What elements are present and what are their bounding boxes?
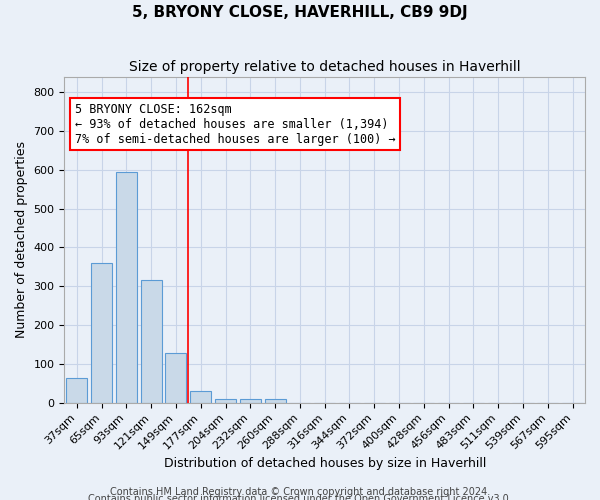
Bar <box>91 263 112 402</box>
Text: 5, BRYONY CLOSE, HAVERHILL, CB9 9DJ: 5, BRYONY CLOSE, HAVERHILL, CB9 9DJ <box>132 5 468 20</box>
Bar <box>190 391 211 402</box>
Bar <box>140 280 162 402</box>
Y-axis label: Number of detached properties: Number of detached properties <box>15 141 28 338</box>
Bar <box>166 353 187 403</box>
Text: 5 BRYONY CLOSE: 162sqm
← 93% of detached houses are smaller (1,394)
7% of semi-d: 5 BRYONY CLOSE: 162sqm ← 93% of detached… <box>75 102 395 146</box>
Bar <box>240 399 261 402</box>
Bar <box>265 399 286 402</box>
Text: Contains HM Land Registry data © Crown copyright and database right 2024.: Contains HM Land Registry data © Crown c… <box>110 487 490 497</box>
X-axis label: Distribution of detached houses by size in Haverhill: Distribution of detached houses by size … <box>164 457 486 470</box>
Bar <box>116 172 137 402</box>
Bar <box>66 378 88 402</box>
Text: Contains public sector information licensed under the Open Government Licence v3: Contains public sector information licen… <box>88 494 512 500</box>
Title: Size of property relative to detached houses in Haverhill: Size of property relative to detached ho… <box>129 60 521 74</box>
Bar <box>215 399 236 402</box>
